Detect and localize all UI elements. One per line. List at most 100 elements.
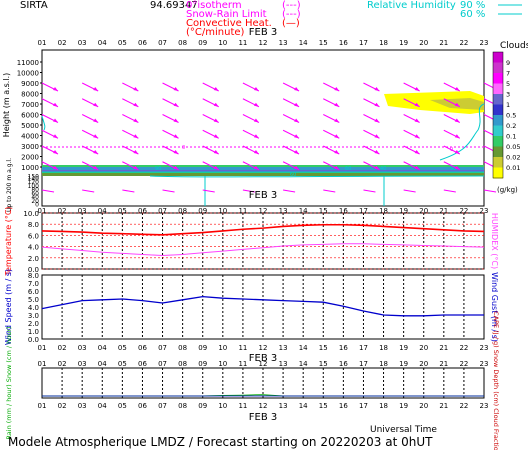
wind-arrow-head [374, 150, 380, 154]
temp-tick-label: 2.0 [28, 255, 39, 263]
wind-arrow-head [213, 87, 219, 91]
wind-arrow-head [414, 165, 420, 170]
colorbar-swatch [493, 125, 503, 137]
cloud-band-dense [42, 170, 484, 172]
cloud-band-edge [42, 173, 484, 176]
site-name: SIRTA [20, 0, 48, 11]
hour-tick-label: 22 [459, 402, 468, 410]
wind-arrow-head [133, 102, 139, 107]
wind-arrow-head [374, 87, 380, 91]
height-tick-label: 1000 [21, 164, 39, 172]
hour-tick-label: 15 [319, 39, 328, 47]
wind-arrow-head [334, 134, 340, 139]
hour-tick-label: 02 [58, 344, 67, 352]
wind-arrow-head [93, 102, 99, 107]
hour-tick-label: 21 [439, 207, 448, 215]
legend-label: Convective Heat. [186, 18, 272, 29]
hour-tick-label: 16 [339, 402, 348, 410]
rh-contour [149, 175, 485, 178]
rh-contour-label: 40 [380, 166, 386, 172]
colorbar-swatch [493, 104, 503, 116]
hour-tick-label: 14 [299, 360, 308, 368]
hour-tick-label: 18 [379, 39, 388, 47]
hour-tick-label: 10 [218, 402, 227, 410]
wind-arrow-head [213, 102, 219, 107]
hour-tick-label: 17 [359, 39, 368, 47]
hour-tick-label: 19 [399, 344, 408, 352]
hour-tick-label: 08 [178, 39, 187, 47]
hour-tick-label: 05 [118, 402, 127, 410]
hour-tick-label: 11 [238, 402, 247, 410]
temp-tick-label: 4.0 [28, 244, 39, 252]
wind-tick-label: 0.0 [28, 336, 39, 344]
wind-arrow-head [133, 134, 139, 139]
wind-arrow-head [294, 118, 300, 123]
wind-arrow-head [133, 87, 139, 91]
date-label: FEB 3 [249, 27, 277, 38]
legend-sample: (---) [282, 0, 301, 11]
height-tick-label: 6000 [21, 112, 39, 120]
hour-tick-label: 01 [38, 39, 47, 47]
hour-tick-label: 10 [218, 39, 227, 47]
wind-arrow-head [133, 118, 139, 123]
colorbar-label: 0.02 [506, 154, 520, 162]
temp-tick-label: 0.0 [28, 266, 39, 274]
hour-tick-label: 09 [198, 39, 207, 47]
wind-arrow-head [454, 87, 460, 91]
hour-tick-label: 11 [238, 207, 247, 215]
hour-tick-label: 15 [319, 360, 328, 368]
hour-tick-label: 01 [38, 344, 47, 352]
height-tick-label: 3000 [21, 143, 39, 151]
colorbar-label: 0.1 [506, 133, 516, 141]
colorbar-title: Clouds [500, 41, 528, 51]
surface-wind-arrow [41, 189, 55, 193]
wind-arrow-head [93, 134, 99, 139]
gust-axis-label: Wind Gust (m / s) [490, 272, 499, 342]
wind-tick-label: 6.0 [28, 288, 39, 296]
wind-arrow-head [294, 87, 300, 91]
colorbar-label: 9 [506, 59, 510, 67]
lower-axis-label: Up to 200 m a.g.l. [6, 158, 13, 212]
wind-arrow-head [213, 150, 219, 154]
rh-contour-label: 60 [345, 166, 351, 172]
hour-tick-label: 11 [238, 360, 247, 368]
rh-legend: 90 %60 % [460, 0, 522, 20]
hour-tick-label: 15 [319, 207, 328, 215]
rh-contour-label: 90 [450, 166, 456, 172]
height-tick-label: 11000 [17, 59, 39, 67]
cloud-colorbar: Clouds 9 7 5 3 1 0.5 0.2 0.1 0.05 0.02 0.01 (g/kg) [492, 41, 528, 194]
wind-arrow-head [374, 134, 380, 139]
panel-frame [41, 49, 485, 207]
hour-tick-label: 15 [319, 344, 328, 352]
wind-arrow-head [294, 134, 300, 139]
wind-arrow-head [374, 102, 380, 107]
hour-tick-label: 10 [218, 360, 227, 368]
wind-arrow-head [133, 150, 139, 154]
lower-height-tick-label: 80 [31, 187, 39, 194]
universal-time-label: Universal Time [370, 425, 437, 435]
hour-tick-label: 02 [58, 39, 67, 47]
wind-arrow-head [53, 118, 58, 123]
hour-tick-label: 20 [419, 344, 428, 352]
hour-tick-label: 18 [379, 344, 388, 352]
line-legend: 0°isotherm (---) Snow-Rain Limit (---) Conve… [186, 0, 301, 38]
height-tick-label: 4000 [21, 133, 39, 141]
wind-arrow-head [253, 102, 259, 107]
temp-tick-label: 8.0 [28, 221, 39, 229]
colorbar-frame [492, 51, 504, 179]
wind-arrow-head [253, 134, 259, 139]
colorbar-swatch [493, 115, 503, 126]
surface-wind-arrow [162, 189, 175, 193]
wind-arrow-head [334, 87, 340, 91]
date-label: FEB 3 [249, 412, 277, 423]
hour-tick-label: 23 [480, 402, 489, 410]
hour-tick-label: 06 [138, 39, 147, 47]
colorbar-label: 0.5 [506, 112, 516, 120]
isotherm-label: 0 [182, 145, 185, 151]
cloud-band-core [42, 167, 484, 170]
hour-tick-label: 16 [339, 360, 348, 368]
wind-arrow-head [334, 102, 340, 107]
hour-tick-label: 21 [439, 402, 448, 410]
hour-tick-label: 04 [98, 39, 107, 47]
